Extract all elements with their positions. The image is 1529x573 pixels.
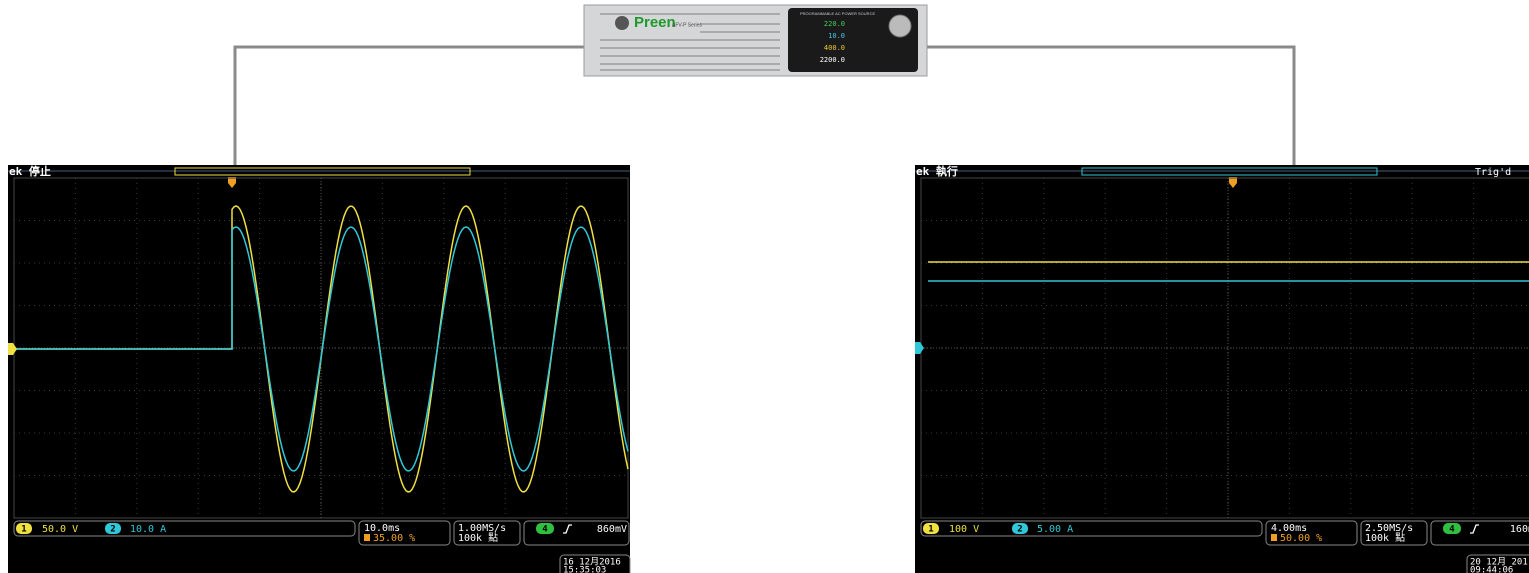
channel-badge (16, 523, 32, 534)
model: AFV-P Series (672, 22, 702, 28)
channel-scale: 50.0 V (42, 524, 78, 535)
channel-number: 1 (21, 525, 26, 535)
cable-right (927, 45, 1296, 165)
reading: 220.0 (824, 20, 845, 28)
trigger-pos-icon (364, 534, 370, 541)
channel-scale: 5.00 A (1037, 524, 1073, 535)
knob (888, 14, 912, 38)
channel-box (13, 520, 356, 537)
trigger-channel: 4 (1449, 525, 1455, 535)
trigger-state: Trig'd (1475, 167, 1511, 178)
front-panel (788, 8, 918, 72)
logo-icon (615, 16, 629, 30)
timebase: 10.0ms (364, 523, 400, 534)
timebase-box (358, 520, 451, 546)
device-vents (600, 13, 780, 71)
trigger-position: 50.00 % (1280, 533, 1322, 544)
date: 16 12月2016 (563, 557, 621, 568)
trigger-badge (536, 523, 554, 534)
slope-icon (1470, 524, 1479, 534)
waveform (14, 205, 629, 493)
reading: 400.0 (824, 44, 845, 52)
trigger-marker (228, 177, 236, 188)
panel-header: PROGRAMMABLE AC POWER SOURCE (800, 11, 875, 16)
timebase-box (1265, 520, 1358, 546)
sample-rate: 1.00MS/s (458, 523, 506, 534)
trigger-pos-icon (1271, 534, 1277, 541)
date: 20 12月 201 (1470, 557, 1528, 568)
ch-marker (915, 342, 924, 354)
channel-number: 2 (110, 525, 115, 535)
acquisition-box (453, 520, 521, 546)
channel-box (920, 520, 1263, 537)
acquisition-box (1360, 520, 1428, 546)
timebase: 4.00ms (1271, 523, 1307, 534)
channel-number: 1 (928, 525, 933, 535)
ch-marker (8, 343, 17, 355)
brand: Preen (634, 14, 676, 31)
sample-rate: 2.50MS/s (1365, 523, 1413, 534)
trigger-level: 160m (1510, 524, 1529, 535)
trigger-box (523, 520, 630, 546)
slope-icon (563, 524, 572, 534)
trigger-badge (1443, 523, 1461, 534)
record-length: 100k 點 (1365, 531, 1405, 544)
trigger-level: 860mV (597, 524, 627, 535)
record-window (1081, 167, 1378, 176)
status: ek 執行 (916, 164, 958, 178)
channel-badge (1012, 523, 1028, 534)
record-window (174, 167, 471, 176)
power-source: Preen AFV-P Series PROGRAMMABLE AC POWER… (583, 4, 928, 77)
channel-badge (923, 523, 939, 534)
channel-badge (105, 523, 121, 534)
trigger-channel: 4 (542, 525, 548, 535)
cable-left (233, 45, 584, 165)
time: 09:44:06 (1470, 566, 1513, 573)
waveform (14, 226, 629, 472)
record-length: 100k 點 (458, 531, 498, 544)
trigger-box (1430, 520, 1529, 546)
trigger-marker (1229, 177, 1237, 188)
reading: 2200.0 (820, 56, 845, 64)
channel-number: 2 (1017, 525, 1022, 535)
channel-scale: 100 V (949, 524, 979, 535)
date-box (1466, 554, 1529, 573)
date-box (559, 554, 631, 573)
trigger-position: 35.00 % (373, 533, 415, 544)
screen (915, 165, 1529, 573)
channel-scale: 10.0 A (130, 524, 166, 535)
time: 15:35:03 (563, 566, 606, 573)
status: ek 停止 (9, 164, 51, 178)
reading: 10.0 (828, 32, 845, 40)
